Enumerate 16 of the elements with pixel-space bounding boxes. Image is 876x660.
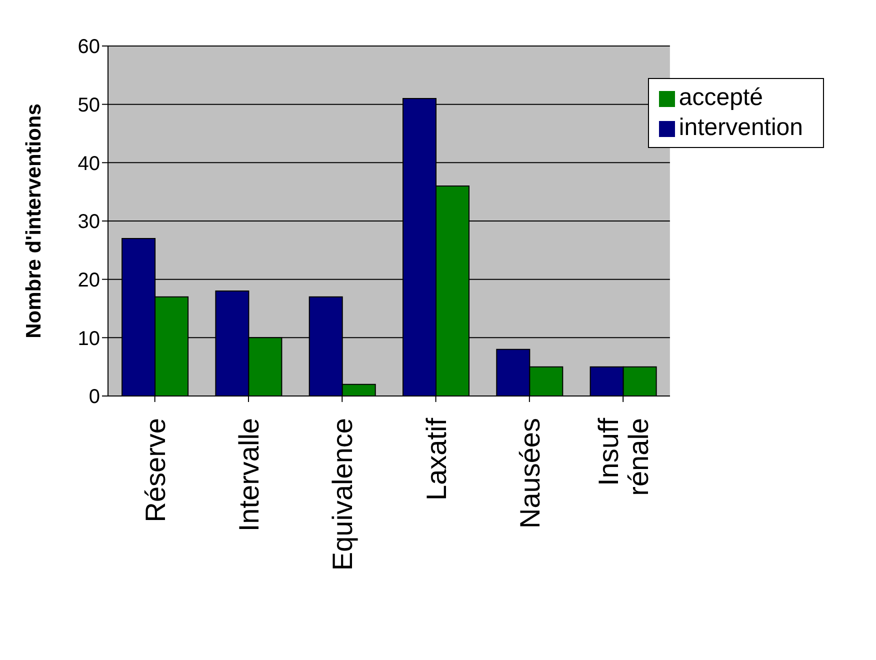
x-tick-label: Laxatif <box>420 418 452 500</box>
y-axis-title: Nombre d'interventions <box>22 104 46 338</box>
x-tick-label: Nausées <box>514 418 546 529</box>
y-tick-label: 10 <box>78 328 100 350</box>
legend-label: accepté <box>678 84 763 111</box>
x-tick-label: Insuff rénale <box>593 418 654 496</box>
y-tick-label: 30 <box>78 211 100 234</box>
y-tick-label: 0 <box>88 386 100 408</box>
y-tick-label: 60 <box>78 36 100 58</box>
x-tick-label: Intervalle <box>233 418 264 532</box>
x-tick-label: Réserve <box>140 418 171 522</box>
x-tick-label: Equivalence <box>327 418 358 571</box>
y-tick-label: 50 <box>78 94 100 116</box>
y-tick-label: 40 <box>78 152 100 175</box>
legend-label: intervention <box>678 114 803 141</box>
y-tick-label: 20 <box>78 269 100 292</box>
